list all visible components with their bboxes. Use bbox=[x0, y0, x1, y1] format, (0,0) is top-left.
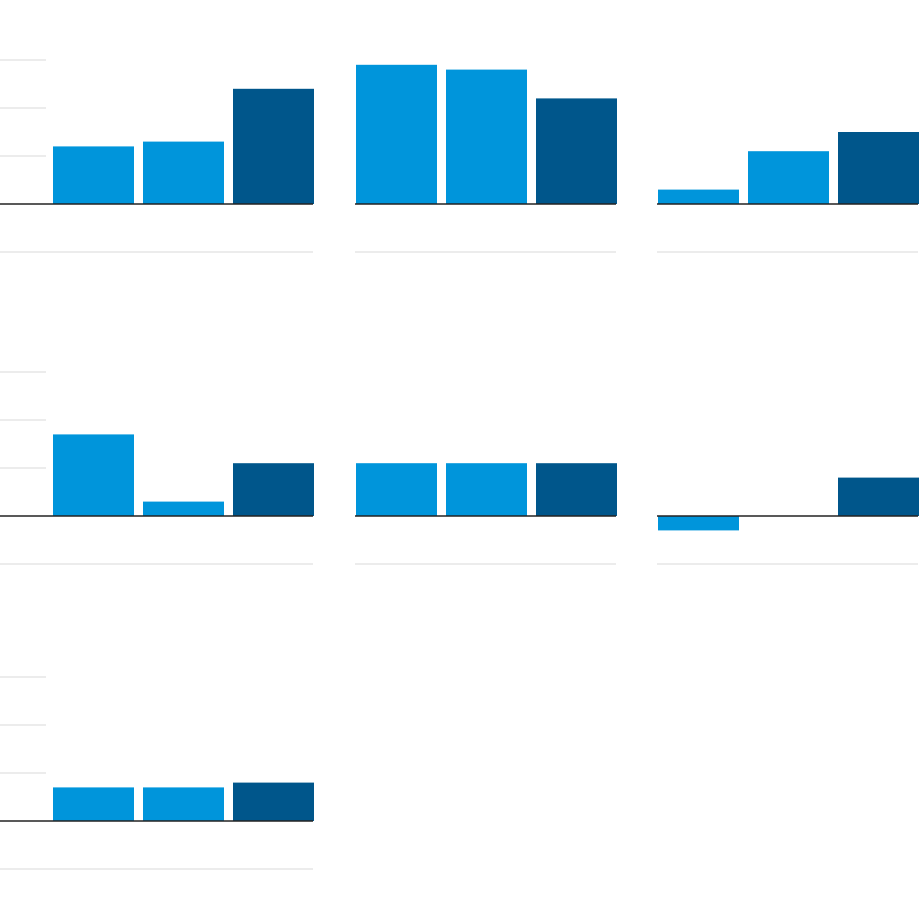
bar bbox=[53, 434, 134, 516]
bar bbox=[446, 463, 527, 516]
bar bbox=[53, 787, 134, 821]
bar bbox=[233, 463, 314, 516]
bar bbox=[53, 146, 134, 204]
bar bbox=[143, 141, 224, 204]
bar bbox=[356, 463, 437, 516]
bar bbox=[748, 151, 829, 204]
bar bbox=[233, 88, 314, 204]
bar bbox=[838, 132, 919, 204]
bar bbox=[658, 516, 739, 531]
bar bbox=[143, 787, 224, 821]
bar bbox=[446, 69, 527, 204]
bar bbox=[536, 463, 617, 516]
bar bbox=[838, 477, 919, 516]
bar bbox=[356, 64, 437, 204]
bar bbox=[233, 782, 314, 821]
bar bbox=[658, 189, 739, 204]
bar bbox=[536, 98, 617, 204]
bar bbox=[143, 501, 224, 516]
